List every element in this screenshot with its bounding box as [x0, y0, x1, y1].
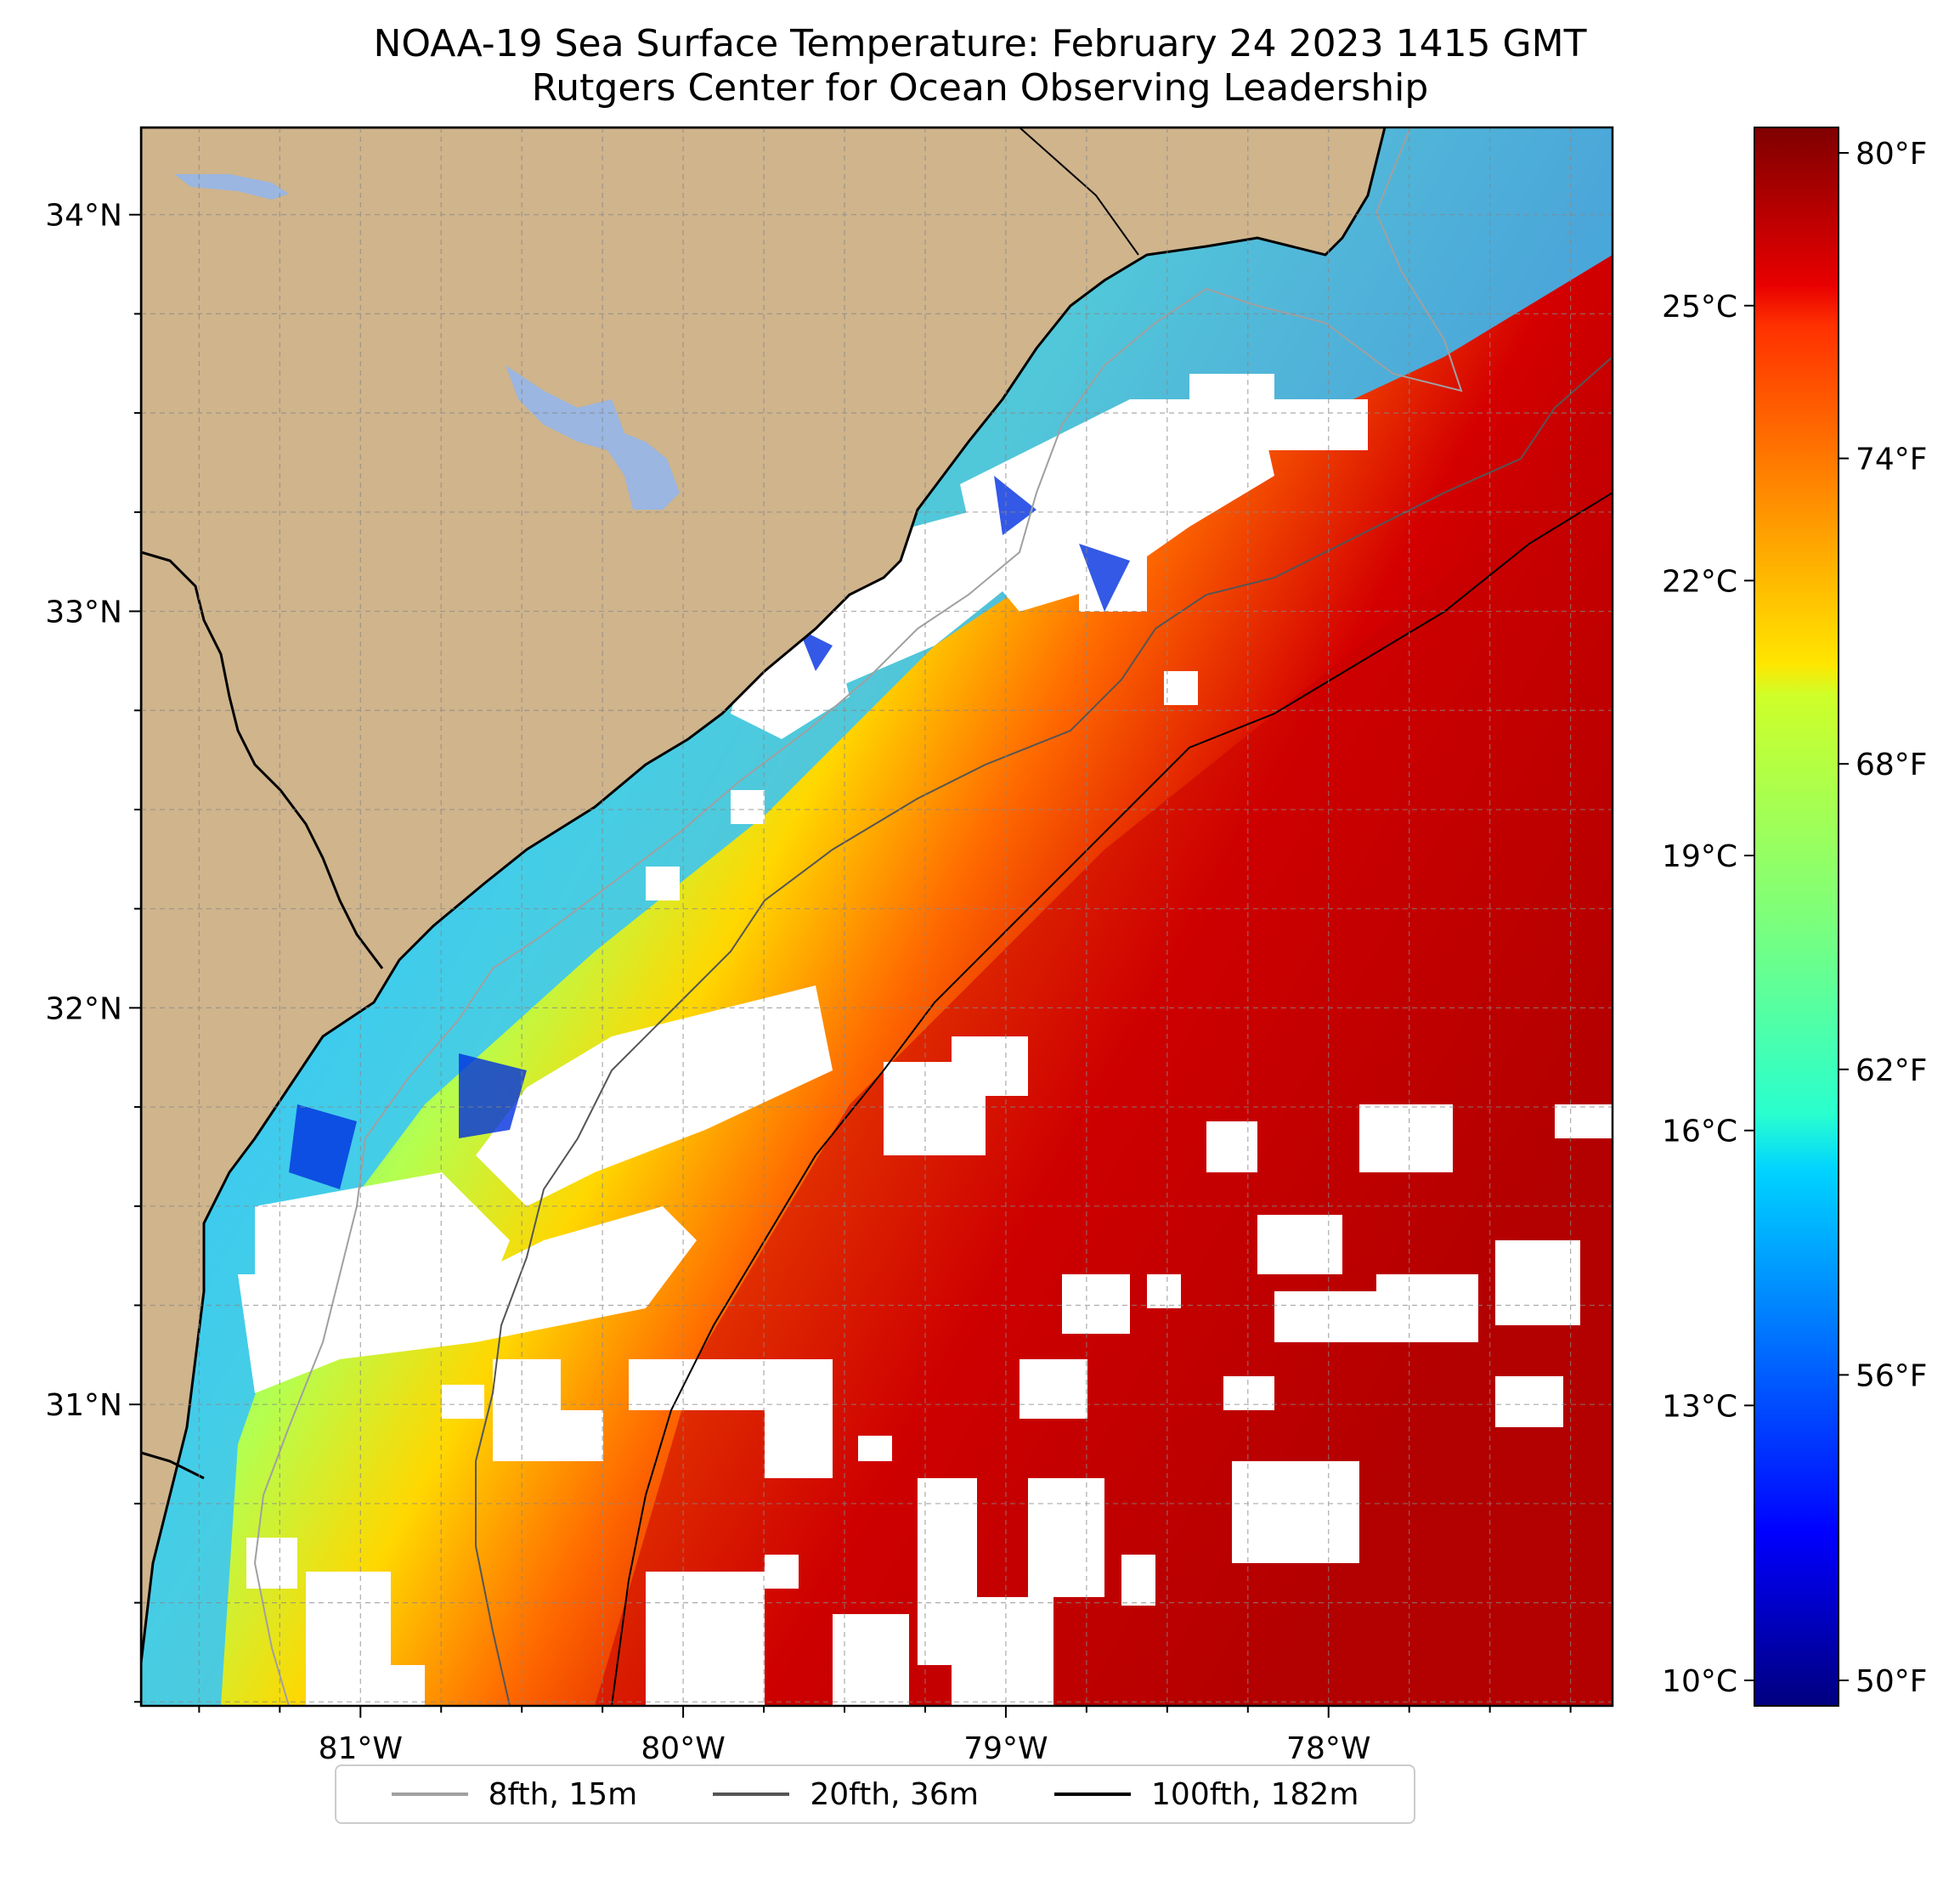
cold-pockets	[289, 476, 1130, 1189]
lat-tick-label: 31°N	[45, 1388, 122, 1423]
map-area	[141, 127, 1613, 1706]
legend-line	[391, 1792, 468, 1796]
celsius-tick-label: 19°C	[1662, 839, 1737, 874]
isobath-100fth	[611, 492, 1613, 1706]
legend-item-8fth: 8fth, 15m	[391, 1776, 638, 1812]
legend-label: 20fth, 36m	[810, 1776, 979, 1812]
isobath-20fth	[475, 356, 1613, 1706]
lake	[506, 365, 680, 510]
legend-label: 100fth, 182m	[1151, 1776, 1359, 1812]
lat-tick-label: 32°N	[45, 991, 122, 1026]
lon-tick-label: 80°W	[641, 1731, 725, 1766]
state-border	[141, 1451, 205, 1480]
celsius-tick-label: 22°C	[1662, 564, 1737, 599]
map-frame	[139, 126, 1614, 1708]
warm-gulf-stream-water	[595, 442, 1613, 1706]
colorbar	[1754, 127, 1839, 1707]
celsius-tick-label: 25°C	[1662, 290, 1737, 325]
lon-tick-label: 79°W	[963, 1731, 1048, 1766]
celsius-tick-label: 10°C	[1662, 1664, 1737, 1699]
axis-ticks: 34°N 33°N 32°N 31°N 81°W 80°W 79°W 78°W	[45, 199, 1572, 1766]
isobath-legend: 8fth, 15m 20fth, 36m 100fth, 182m	[335, 1764, 1415, 1824]
legend-item-20fth: 20fth, 36m	[713, 1777, 979, 1812]
map-title: NOAA-19 Sea Surface Temperature: Februar…	[373, 22, 1587, 65]
lat-tick-label: 34°N	[45, 199, 122, 234]
legend-line	[713, 1792, 790, 1796]
fahrenheit-tick-label: 80°F	[1856, 137, 1928, 172]
state-border	[141, 550, 384, 969]
lat-tick-label: 33°N	[45, 596, 122, 630]
map-subtitle: Rutgers Center for Ocean Observing Leade…	[531, 66, 1429, 110]
map-gridlines	[141, 127, 1613, 1706]
legend-item-100fth: 100fth, 182m	[1054, 1777, 1358, 1812]
lon-tick-label: 78°W	[1286, 1731, 1370, 1766]
fahrenheit-tick-label: 56°F	[1856, 1358, 1928, 1393]
colorbar-ticks: 80°F 74°F 68°F 62°F 56°F 50°F 25°C 22°C 19°C 16°C…	[1662, 137, 1927, 1699]
fahrenheit-tick-label: 50°F	[1856, 1664, 1928, 1699]
fahrenheit-tick-label: 62°F	[1856, 1053, 1928, 1088]
state-border	[1019, 127, 1139, 256]
fahrenheit-tick-label: 68°F	[1856, 748, 1928, 782]
fahrenheit-tick-label: 74°F	[1856, 443, 1928, 477]
lon-tick-label: 81°W	[319, 1731, 403, 1766]
isobath-8fth	[253, 127, 1463, 1706]
land-area	[141, 127, 1387, 1706]
celsius-tick-label: 16°C	[1662, 1115, 1737, 1149]
legend-line	[1054, 1792, 1132, 1796]
lake	[174, 174, 289, 200]
legend-label: 8fth, 15m	[488, 1776, 638, 1812]
celsius-tick-label: 13°C	[1662, 1389, 1737, 1424]
